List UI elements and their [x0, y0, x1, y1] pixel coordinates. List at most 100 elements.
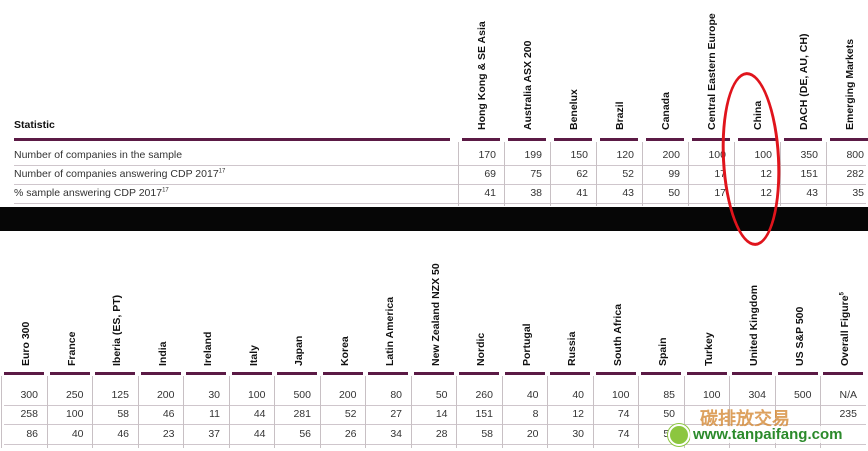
column-tick — [642, 142, 643, 206]
top-table-cell: 800 — [846, 149, 864, 161]
top-table-cell: 52 — [622, 168, 634, 180]
row-divider — [4, 405, 866, 406]
column-tick — [638, 376, 639, 448]
bottom-col-header-text: New Zealand NZX 50 — [429, 263, 442, 366]
bottom-col-header: Korea — [339, 336, 351, 366]
row-divider — [14, 203, 866, 204]
top-table-cell: 151 — [800, 168, 818, 180]
bottom-col-header-text: Spain — [657, 337, 669, 366]
bottom-col-rule — [49, 372, 90, 375]
top-col-rule — [600, 138, 638, 141]
top-table-cell: 38 — [530, 187, 542, 199]
top-table-cell: 75 — [530, 168, 542, 180]
bottom-col-header-text: Ireland — [202, 331, 214, 366]
top-table-cell: 12 — [760, 168, 772, 180]
bottom-table-cell: 40 — [572, 389, 584, 401]
bottom-col-rule — [140, 372, 181, 375]
bottom-table-cell: 30 — [572, 428, 584, 440]
bottom-table-cell: 34 — [390, 428, 402, 440]
bottom-table-cell: 74 — [617, 428, 630, 440]
top-col-header: Canada — [660, 92, 672, 130]
bottom-col-header-text: South Africa — [611, 303, 624, 366]
bottom-col-header: Portugal — [521, 323, 533, 366]
bottom-table-cell: 100 — [702, 389, 721, 401]
column-tick — [820, 376, 821, 448]
bottom-table-cell: N/A — [839, 389, 857, 401]
bottom-col-header-text: Euro 300 — [20, 321, 32, 366]
bottom-col-rule — [277, 372, 317, 375]
column-tick — [458, 142, 459, 206]
bottom-table-cell: 44 — [253, 428, 266, 440]
top-row-label: Number of companies in the sample — [14, 149, 182, 161]
bottom-col-header: Spain — [657, 337, 669, 366]
top-col-rule — [508, 138, 546, 141]
column-tick — [504, 142, 505, 206]
row-divider — [14, 165, 866, 166]
top-col-rule — [692, 138, 730, 141]
bottom-table-cell: 260 — [475, 389, 493, 401]
bottom-col-rule — [732, 372, 772, 375]
bottom-table-cell: 30 — [208, 389, 220, 401]
bottom-table-cell: 85 — [663, 389, 675, 401]
bottom-table-cell: 28 — [435, 428, 448, 440]
bottom-col-header: United Kingdom — [748, 285, 760, 366]
bottom-table-cell: 26 — [344, 428, 357, 440]
bottom-col-header: Italy — [248, 345, 260, 366]
watermark-url: www.tanpaifang.com — [690, 426, 846, 443]
bottom-col-rule — [550, 372, 590, 375]
bottom-col-header: Latin America — [384, 297, 396, 366]
column-tick — [501, 376, 503, 448]
bottom-col-header: Turkey — [703, 332, 715, 366]
bottom-table-cell: 37 — [208, 428, 220, 440]
bottom-table-cell: 200 — [156, 389, 175, 401]
top-col-header: DACH (DE, AU, CH) — [798, 33, 810, 130]
bottom-table-cell: 52 — [344, 408, 357, 420]
bottom-table-cell: 151 — [475, 408, 493, 420]
top-row-label-text: Number of companies answering CDP 2017 — [14, 168, 219, 180]
bottom-col-header-text: Nordic — [475, 332, 487, 366]
bottom-col-header: Euro 300 — [20, 322, 32, 366]
column-tick — [774, 376, 776, 448]
column-tick — [456, 376, 457, 448]
top-table-cell: 17 — [714, 168, 726, 180]
bottom-table-cell: 125 — [111, 389, 129, 401]
row-divider — [4, 424, 866, 425]
bottom-col-header-text: Korea — [338, 336, 351, 366]
column-tick — [410, 376, 412, 448]
top-row-label: Number of companies answering CDP 201717 — [14, 168, 225, 180]
bottom-col-rule — [595, 372, 636, 375]
bottom-col-rule — [322, 372, 363, 375]
top-table-cell: 41 — [576, 187, 588, 199]
bottom-table-cell: 100 — [65, 408, 84, 420]
top-col-header: Benelux — [568, 89, 580, 130]
bottom-col-header-text: Portugal — [520, 323, 533, 366]
bottom-col-header-text: Russia — [566, 331, 578, 366]
bottom-col-rule — [459, 372, 499, 375]
column-tick — [729, 376, 730, 448]
bottom-col-header-text: Latin America — [384, 296, 396, 366]
bottom-table-cell: 300 — [20, 389, 38, 401]
top-table-cell: 17 — [714, 187, 726, 199]
bottom-table-cell: 50 — [663, 408, 675, 420]
black-separator-band — [0, 207, 868, 231]
column-tick — [183, 376, 184, 448]
column-tick — [592, 376, 594, 448]
bottom-col-rule — [777, 372, 818, 375]
bottom-table-cell: 46 — [162, 408, 175, 420]
watermark-logo-icon — [668, 424, 690, 446]
top-table-cell: 62 — [576, 168, 588, 180]
bottom-table-cell: 14 — [435, 408, 448, 420]
top-row-label-text: % sample answering CDP 2017 — [14, 187, 163, 199]
column-tick — [780, 142, 781, 206]
top-table-cell: 350 — [800, 149, 818, 161]
column-tick — [596, 142, 597, 206]
bottom-table-cell: 100 — [611, 389, 630, 401]
bottom-col-rule — [504, 372, 545, 375]
top-col-header: Central Eastern Europe — [706, 13, 718, 130]
top-col-rule — [554, 138, 592, 141]
bottom-table-cell: 40 — [71, 428, 84, 440]
top-table-cell: 170 — [478, 149, 496, 161]
bottom-table-cell: 46 — [117, 428, 129, 440]
bottom-table-cell: 500 — [293, 389, 311, 401]
bottom-col-rule — [186, 372, 226, 375]
